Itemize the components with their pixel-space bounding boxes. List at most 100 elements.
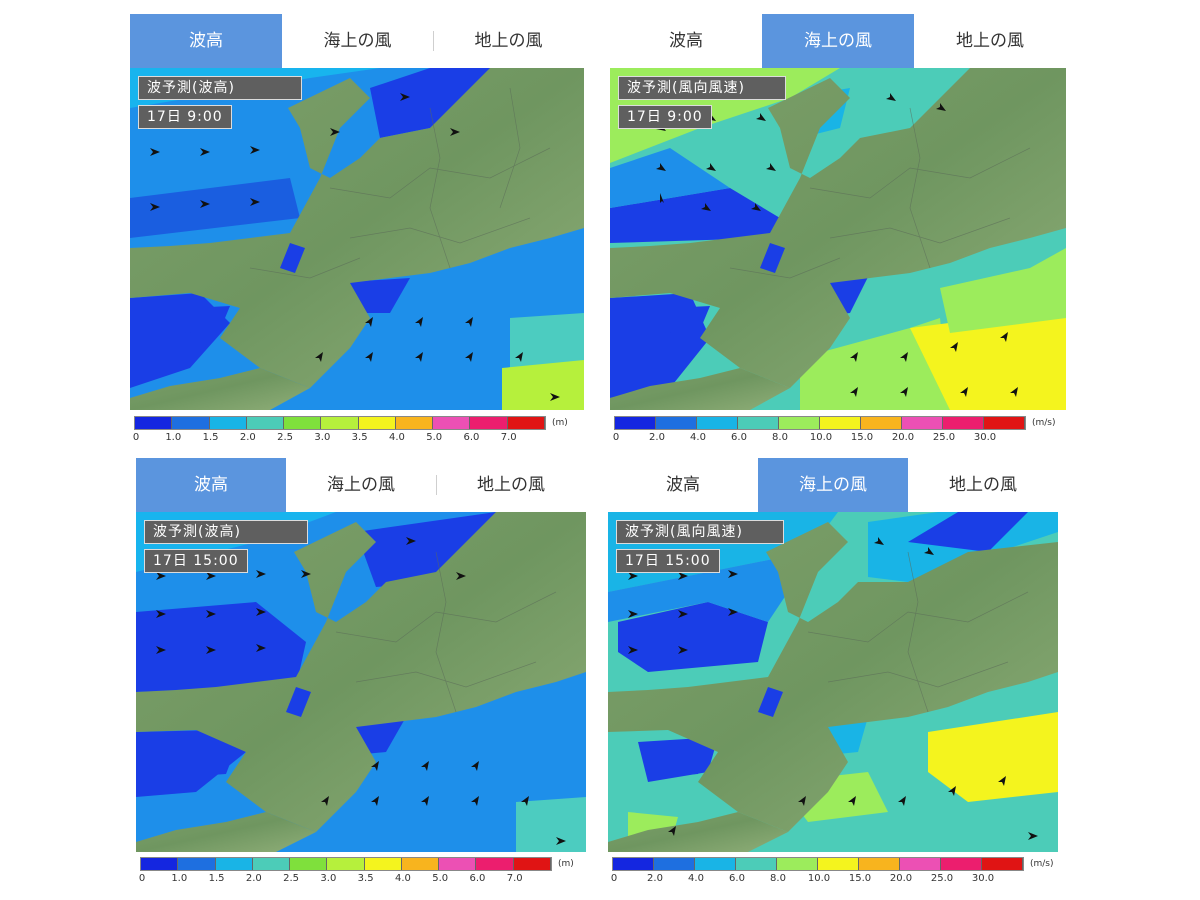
legend-tick-label: 2.0	[245, 873, 262, 884]
legend-color-swatch	[738, 417, 779, 429]
tab-sea-wind[interactable]: 海上の風	[762, 14, 914, 68]
legend-color-swatch	[395, 417, 434, 429]
legend-tick-label: 25.0	[932, 432, 956, 443]
legend-color-swatch	[290, 858, 328, 870]
wind-arrows	[628, 537, 1038, 840]
legend-tick-label: 0	[132, 432, 140, 443]
legend-tick-label: 1.0	[171, 873, 188, 884]
forecast-time-label: 17日 9:00	[138, 105, 232, 129]
legend-unit-label: (m)	[552, 418, 568, 428]
legend-color-swatch	[777, 858, 818, 870]
panel-wind-0900: 波高 海上の風 地上の風	[610, 14, 1066, 444]
tab-bar: 波高 海上の風 地上の風	[610, 14, 1066, 68]
legend-color-swatch	[246, 417, 285, 429]
map-svg	[130, 68, 584, 410]
legend-color-swatch	[284, 417, 322, 429]
legend-color-swatch	[252, 858, 291, 870]
wind-arrows	[150, 93, 560, 401]
tab-sea-wind[interactable]: 海上の風	[282, 14, 433, 68]
legend-color-swatch	[943, 417, 984, 429]
legend-color-swatch	[470, 417, 508, 429]
wave-height-map[interactable]	[136, 512, 586, 852]
legend-color-swatch	[215, 858, 253, 870]
tab-wave-height[interactable]: 波高	[608, 458, 758, 512]
forecast-title-label: 波予測(風向風速)	[618, 76, 786, 100]
legend-color-swatch	[433, 417, 471, 429]
tab-wave-height[interactable]: 波高	[130, 14, 282, 68]
legend-color-swatch	[695, 858, 736, 870]
legend-color-swatch	[818, 858, 859, 870]
legend-color-swatch	[779, 417, 820, 429]
legend-color-bar	[614, 416, 1026, 430]
legend-tick-label: 5.0	[432, 873, 449, 884]
sea-wind-map[interactable]	[608, 512, 1058, 852]
tab-sea-wind[interactable]: 海上の風	[286, 458, 436, 512]
legend-tick-label: 1.0	[165, 432, 182, 443]
legend-color-bar	[134, 416, 546, 430]
color-legend: 0 2.0 4.0 6.0 8.0 10.0 15.0 20.0 25.0 30.0 (m/s)	[612, 416, 1060, 444]
legend-color-swatch	[859, 858, 900, 870]
legend-color-swatch	[178, 858, 216, 870]
wave-height-map[interactable]	[130, 68, 584, 410]
legend-tick-label: 20.0	[889, 873, 913, 884]
legend-unit-label: (m/s)	[1032, 418, 1056, 428]
legend-color-swatch	[507, 417, 545, 429]
legend-tick-label: 2.0	[647, 873, 663, 884]
legend-tick-label: 1.5	[208, 873, 225, 884]
legend-color-swatch	[513, 858, 551, 870]
legend-color-swatch	[439, 858, 477, 870]
legend-tick-label: 1.5	[202, 432, 219, 443]
panel-wave-0900: 波高 海上の風 地上の風	[130, 14, 584, 444]
color-legend: 0 2.0 4.0 6.0 8.0 10.0 15.0 20.0 25.0 30.0 (m/s)	[610, 857, 1054, 885]
tab-land-wind[interactable]: 地上の風	[908, 458, 1058, 512]
tab-land-wind[interactable]: 地上の風	[914, 14, 1066, 68]
legend-tick-label: 8.0	[770, 873, 786, 884]
legend-tick-label: 3.5	[357, 873, 374, 884]
tab-bar: 波高 海上の風 地上の風	[608, 458, 1058, 512]
tab-land-wind[interactable]: 地上の風	[433, 14, 584, 68]
legend-tick-label: 3.0	[314, 432, 331, 443]
legend-tick-label: 6.0	[729, 873, 745, 884]
legend-unit-label: (m)	[558, 859, 574, 869]
legend-tick-label: 7.0	[506, 873, 523, 884]
legend-tick-label: 2.5	[283, 873, 300, 884]
legend-color-swatch	[327, 858, 365, 870]
legend-color-swatch	[941, 858, 982, 870]
legend-color-swatch	[321, 417, 359, 429]
wind-arrows	[656, 93, 1018, 397]
legend-tick-label: 15.0	[848, 873, 872, 884]
tab-divider	[433, 31, 434, 51]
legend-color-swatch	[900, 858, 941, 870]
legend-tick-label: 7.0	[500, 432, 517, 443]
panel-wind-1500: 波高 海上の風 地上の風	[608, 458, 1058, 888]
legend-tick-label: 3.5	[351, 432, 368, 443]
legend-tick-label: 0	[610, 873, 618, 884]
legend-tick-label: 6.0	[463, 432, 480, 443]
tab-land-wind[interactable]: 地上の風	[436, 458, 586, 512]
legend-color-swatch	[736, 858, 777, 870]
legend-color-swatch	[654, 858, 695, 870]
tab-wave-height[interactable]: 波高	[610, 14, 762, 68]
legend-color-swatch	[615, 417, 656, 429]
legend-color-swatch	[697, 417, 738, 429]
legend-tick-label: 0	[612, 432, 620, 443]
legend-tick-label: 4.0	[388, 432, 405, 443]
legend-tick-label: 2.0	[649, 432, 665, 443]
legend-color-swatch	[209, 417, 247, 429]
wind-arrows	[156, 537, 566, 845]
tab-sea-wind[interactable]: 海上の風	[758, 458, 908, 512]
legend-color-swatch	[982, 858, 1023, 870]
forecast-title-label: 波予測(波高)	[138, 76, 302, 100]
legend-tick-label: 4.0	[690, 432, 706, 443]
legend-tick-label: 2.5	[277, 432, 294, 443]
color-legend: 0 1.0 1.5 2.0 2.5 3.0 3.5 4.0 5.0 6.0 7.0 (m)	[132, 416, 574, 444]
legend-tick-label: 6.0	[469, 873, 486, 884]
legend-tick-label: 2.0	[239, 432, 256, 443]
map-svg	[608, 512, 1058, 852]
legend-color-swatch	[861, 417, 902, 429]
legend-tick-label: 15.0	[850, 432, 874, 443]
tab-bar: 波高 海上の風 地上の風	[130, 14, 584, 68]
legend-color-swatch	[656, 417, 697, 429]
tab-wave-height[interactable]: 波高	[136, 458, 286, 512]
legend-color-swatch	[476, 858, 514, 870]
